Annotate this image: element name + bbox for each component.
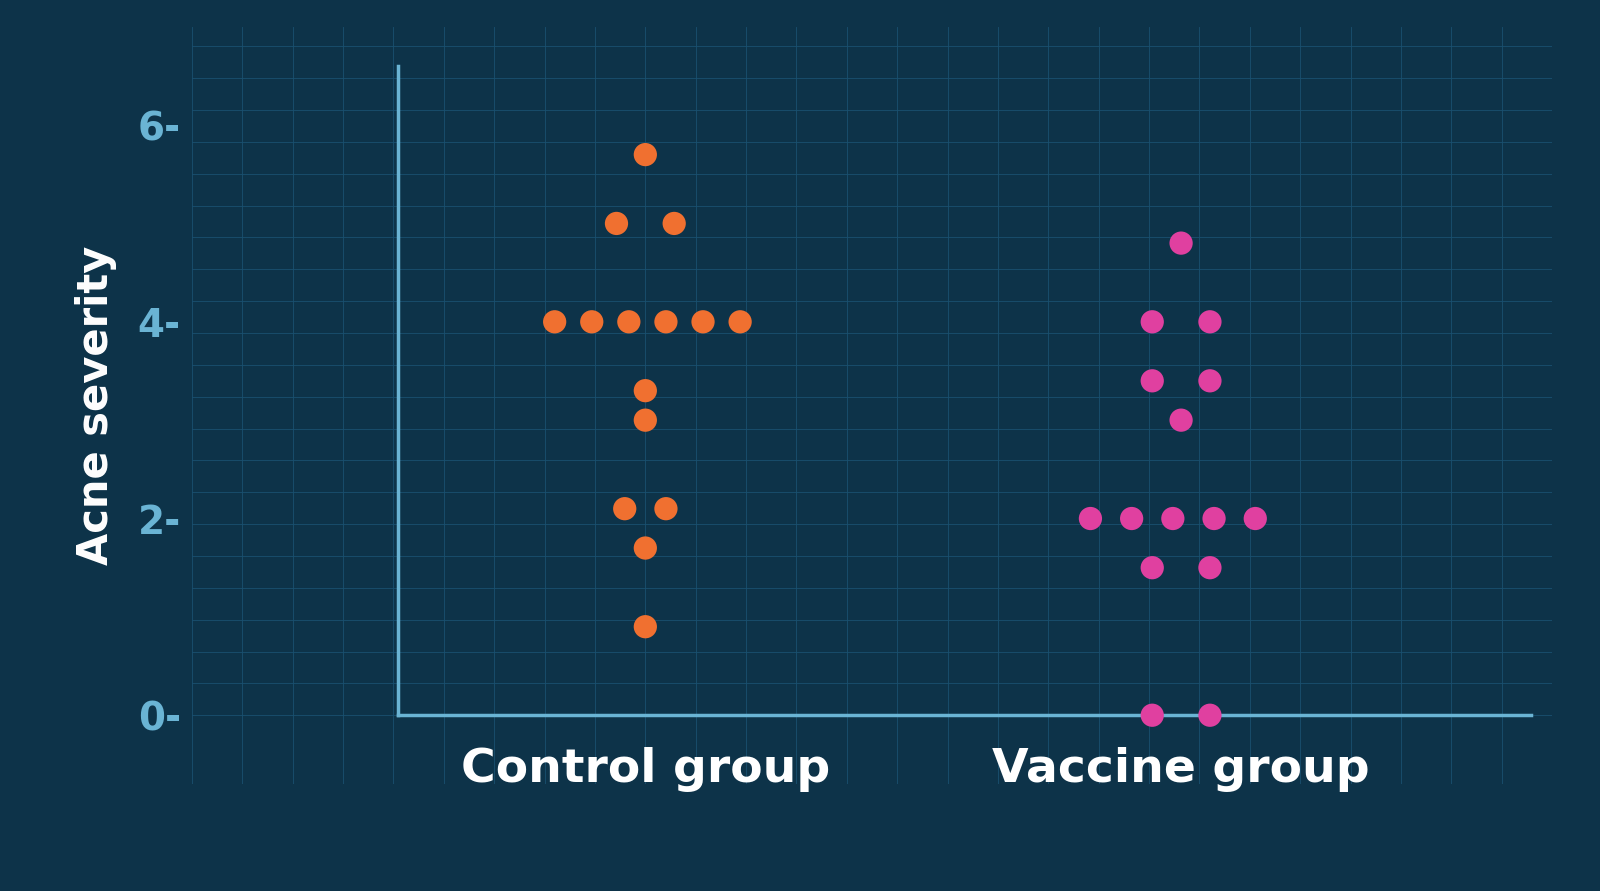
Point [1243,511,1269,526]
Point [1197,373,1222,388]
Point [1168,413,1194,428]
Point [661,217,686,231]
Point [611,502,637,516]
Point [1168,236,1194,250]
Point [1160,511,1186,526]
Point [1197,708,1222,723]
Point [1118,511,1144,526]
Point [1139,373,1165,388]
Point [1139,708,1165,723]
Point [632,413,658,428]
Point [1197,560,1222,575]
Point [616,315,642,329]
Text: Control group: Control group [461,747,830,792]
Point [653,502,678,516]
Point [632,541,658,555]
Point [1139,560,1165,575]
Text: Vaccine group: Vaccine group [992,747,1370,792]
Point [653,315,678,329]
Point [728,315,754,329]
Point [1202,511,1227,526]
Point [632,148,658,162]
Point [690,315,715,329]
Point [1139,315,1165,329]
Point [542,315,568,329]
Point [579,315,605,329]
Point [632,383,658,397]
Point [1197,315,1222,329]
Point [632,619,658,634]
Point [603,217,629,231]
Point [1078,511,1104,526]
Y-axis label: Acne severity: Acne severity [75,246,117,565]
